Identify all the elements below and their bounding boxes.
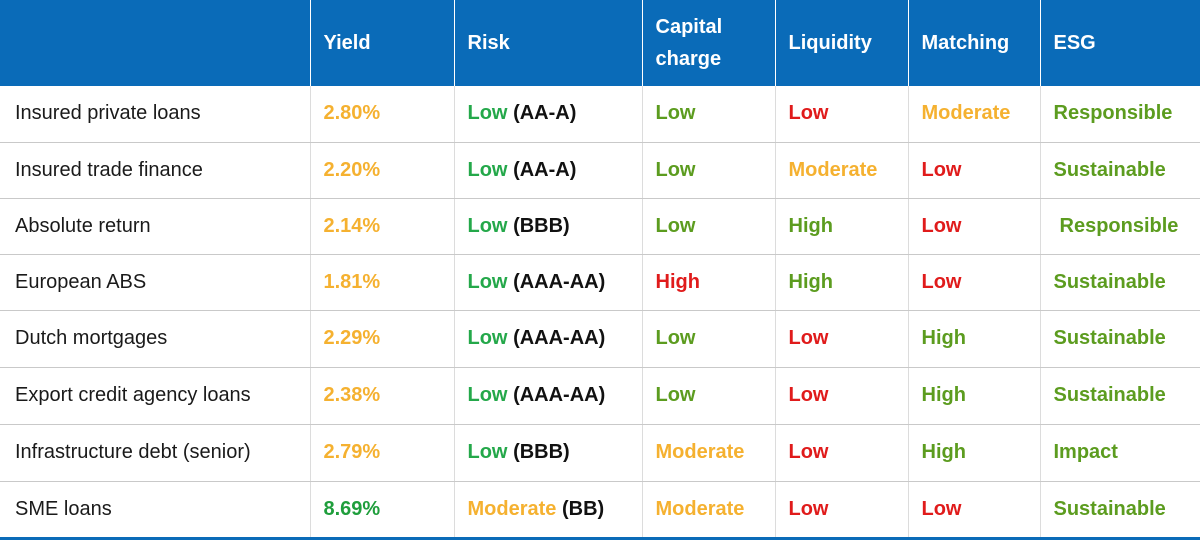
liquidity-value: High xyxy=(775,254,909,311)
risk-rating: (BBB) xyxy=(513,214,570,237)
esg-value: Responsible xyxy=(1040,86,1200,143)
risk-level: Moderate xyxy=(467,497,557,520)
liquidity-value: Low xyxy=(775,310,909,368)
yield-value: 2.38% xyxy=(310,367,455,425)
header-row: Yield Risk Capital charge Liquidity Match… xyxy=(0,0,1200,86)
table-row: Export credit agency loans 2.38% Low (AA… xyxy=(0,367,1200,425)
asset-name: Insured trade finance xyxy=(0,142,311,199)
asset-name: Dutch mortgages xyxy=(0,310,311,368)
yield-value: 1.81% xyxy=(310,254,455,311)
header-capital-charge: Capital charge xyxy=(642,0,776,86)
header-esg: ESG xyxy=(1053,32,1096,54)
header-capital-line2: charge xyxy=(655,48,722,70)
risk-cell: Low (AA-A) xyxy=(454,142,643,199)
risk-level: Low xyxy=(467,327,508,349)
table-body: Insured private loans 2.80% Low (AA-A) L… xyxy=(0,86,1200,540)
matching-value: Low xyxy=(908,481,1041,540)
liquidity-value: Low xyxy=(775,86,909,143)
matching-value: High xyxy=(908,367,1041,425)
matching-value: Moderate xyxy=(908,86,1041,143)
capital-charge-value: Low xyxy=(642,86,776,143)
yield-value: 2.14% xyxy=(310,198,455,255)
header-risk: Risk xyxy=(454,0,643,86)
risk-level: Low xyxy=(467,102,508,125)
matching-value: Low xyxy=(908,142,1041,199)
risk-rating: (AA-A) xyxy=(513,102,577,125)
esg-value: Sustainable xyxy=(1040,310,1200,368)
risk-level: Low xyxy=(467,214,508,237)
header-yield: Yield xyxy=(310,0,455,86)
yield-value: 2.20% xyxy=(310,142,455,199)
esg-value: Sustainable xyxy=(1040,481,1200,540)
risk-rating: (AA-A) xyxy=(513,158,577,181)
table-row: Absolute return 2.14% Low (BBB) Low High… xyxy=(0,198,1200,255)
liquidity-value: Low xyxy=(775,481,909,540)
risk-level: Low xyxy=(467,270,508,293)
yield-value: 2.80% xyxy=(310,86,455,143)
capital-charge-value: High xyxy=(642,254,776,311)
risk-rating: (AAA-AA) xyxy=(513,327,606,349)
matching-value: High xyxy=(908,310,1041,368)
esg-value: Sustainable xyxy=(1040,254,1200,311)
matching-value: Low xyxy=(908,198,1041,255)
header-matching: Matching xyxy=(908,0,1041,86)
table-header: Yield Risk Capital charge Liquidity Match… xyxy=(0,0,1200,86)
header-asset xyxy=(0,0,311,86)
matching-value: Low xyxy=(908,254,1041,311)
table-row: Insured private loans 2.80% Low (AA-A) L… xyxy=(0,86,1200,143)
asset-name: Insured private loans xyxy=(0,86,311,143)
yield-value: 2.29% xyxy=(310,310,455,368)
table-row: Infrastructure debt (senior) 2.79% Low (… xyxy=(0,424,1200,482)
risk-cell: Moderate (BB) xyxy=(454,481,643,540)
capital-charge-value: Moderate xyxy=(642,424,776,482)
risk-cell: Low (BBB) xyxy=(454,424,643,482)
liquidity-value: High xyxy=(775,198,909,255)
table-row: Insured trade finance 2.20% Low (AA-A) L… xyxy=(0,142,1200,199)
liquidity-value: Low xyxy=(775,424,909,482)
liquidity-value: Low xyxy=(775,367,909,425)
table-row: SME loans 8.69% Moderate (BB) Moderate L… xyxy=(0,481,1200,540)
esg-value: Impact xyxy=(1040,424,1200,482)
yield-value: 2.79% xyxy=(310,424,455,482)
capital-charge-value: Low xyxy=(642,198,776,255)
risk-level: Low xyxy=(467,384,508,406)
asset-name: SME loans xyxy=(0,481,311,540)
risk-rating: (BBB) xyxy=(513,441,570,463)
asset-name: Infrastructure debt (senior) xyxy=(0,424,311,482)
yield-value: 8.69% xyxy=(310,481,455,540)
risk-cell: Low (AAA-AA) xyxy=(454,254,643,311)
risk-rating: (BB) xyxy=(561,497,605,520)
capital-charge-value: Moderate xyxy=(642,481,776,540)
risk-cell: Low (BBB) xyxy=(454,198,643,255)
asset-name: Absolute return xyxy=(0,198,311,255)
table-row: European ABS 1.81% Low (AAA-AA) High Hig… xyxy=(0,254,1200,311)
header-capital-line1: Capital xyxy=(655,16,723,38)
esg-value: Responsible xyxy=(1040,198,1200,255)
risk-cell: Low (AAA-AA) xyxy=(454,310,643,368)
risk-cell: Low (AA-A) xyxy=(454,86,643,143)
matching-value: High xyxy=(908,424,1041,482)
table-row: Dutch mortgages 2.29% Low (AAA-AA) Low L… xyxy=(0,310,1200,368)
esg-value: Sustainable xyxy=(1040,367,1200,425)
risk-cell: Low (AAA-AA) xyxy=(454,367,643,425)
capital-charge-value: Low xyxy=(642,142,776,199)
capital-charge-value: Low xyxy=(642,310,776,368)
capital-charge-value: Low xyxy=(642,367,776,425)
liquidity-value: Moderate xyxy=(775,142,909,199)
header-liquidity: Liquidity xyxy=(775,0,909,86)
asset-name: European ABS xyxy=(0,254,311,311)
risk-level: Low xyxy=(467,441,508,463)
asset-name: Export credit agency loans xyxy=(0,367,311,425)
risk-rating: (AAA-AA) xyxy=(513,384,606,406)
risk-level: Low xyxy=(467,158,508,181)
esg-value: Sustainable xyxy=(1040,142,1200,199)
risk-rating: (AAA-AA) xyxy=(513,270,606,293)
